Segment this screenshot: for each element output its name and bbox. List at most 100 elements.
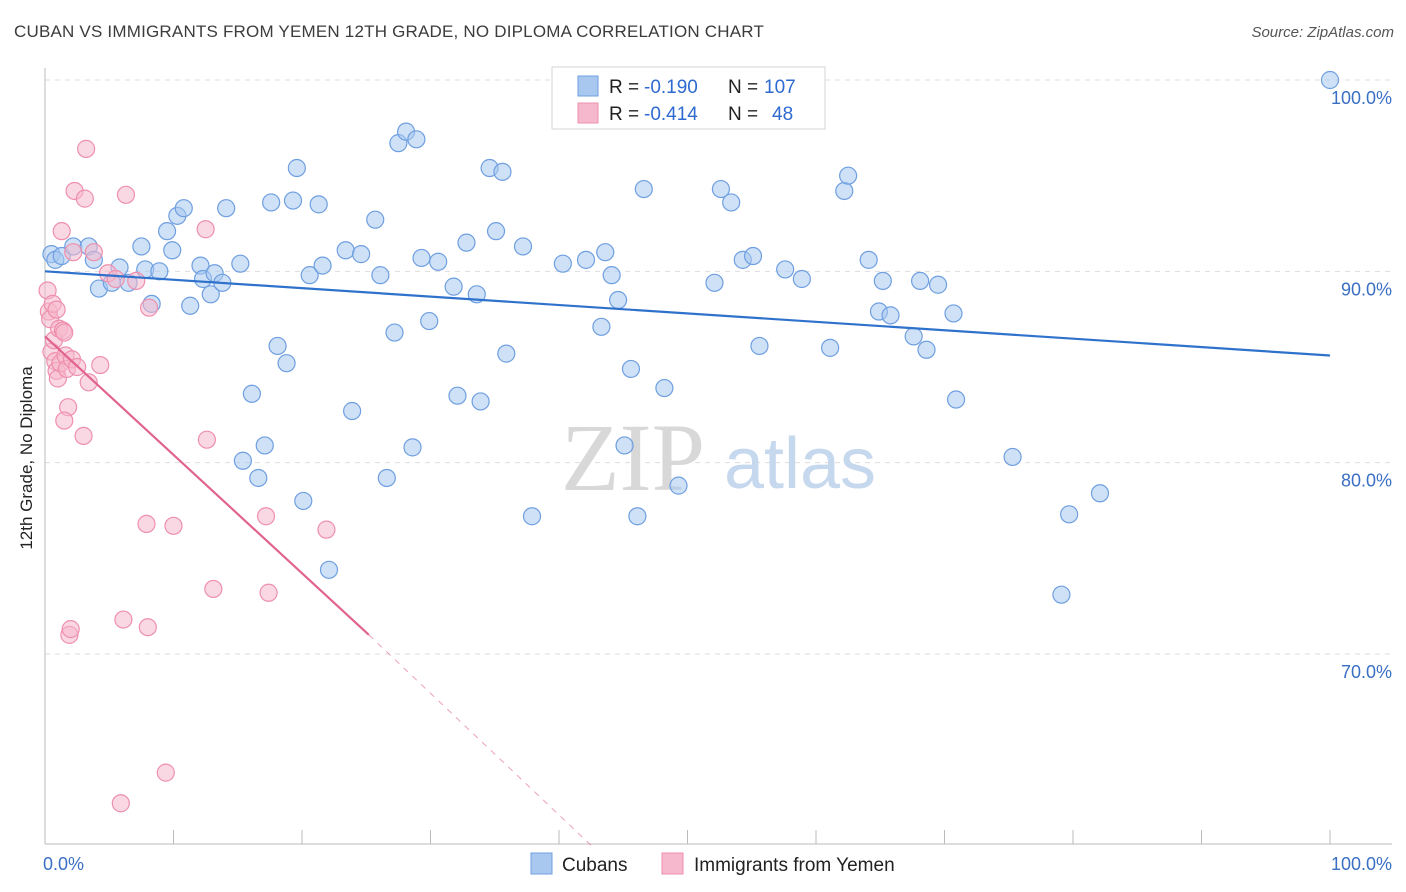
- yemen-point: [256, 507, 276, 526]
- cuban-point: [711, 179, 731, 199]
- grid-layer: [45, 79, 1392, 655]
- yemen-point: [106, 269, 125, 289]
- cuban-point: [371, 266, 390, 285]
- yemen-point: [84, 243, 103, 262]
- yemen-point: [137, 514, 156, 533]
- cuban-point: [609, 290, 628, 310]
- yemen-trend-line: [44, 335, 370, 636]
- cuban-point: [287, 158, 306, 178]
- cuban-trend-line: [44, 270, 1331, 357]
- yemen-point: [197, 430, 217, 449]
- cuban-point: [513, 237, 533, 256]
- cuban-point: [493, 162, 512, 181]
- bottom-legend-swatch-yemen: [661, 852, 684, 875]
- cuban-point: [403, 438, 422, 457]
- yemen-point: [74, 426, 93, 445]
- legend-n-label-2: N =: [728, 104, 758, 125]
- cuban-point: [217, 199, 236, 218]
- yemen-point: [259, 583, 278, 602]
- cuban-point: [181, 296, 200, 315]
- bottom-legend-yemen: Immigrants from Yemen: [694, 855, 895, 876]
- cuban-point: [448, 386, 467, 405]
- cuban-point: [377, 468, 396, 488]
- source-label: Source: ZipAtlas.com: [1251, 24, 1394, 41]
- cuban-point: [313, 256, 332, 275]
- cuban-point: [669, 476, 688, 495]
- legend-n-label-1: N =: [728, 77, 758, 98]
- cuban-point: [873, 271, 892, 290]
- cuban-point: [429, 252, 448, 271]
- y-tick-label: 70.0%: [1341, 662, 1392, 682]
- yemen-point: [47, 300, 66, 319]
- cuban-point: [602, 266, 621, 285]
- y-axis-label: 12th Grade, No Diploma: [17, 366, 36, 550]
- points-layer: [38, 70, 1340, 813]
- cuban-point: [522, 507, 542, 526]
- cuban-point: [352, 245, 371, 264]
- chart-title: CUBAN VS IMMIGRANTS FROM YEMEN 12TH GRAD…: [14, 22, 765, 41]
- cuban-point: [309, 195, 328, 214]
- yemen-point: [127, 271, 146, 290]
- yemen-point: [64, 243, 83, 262]
- cuban-point: [917, 340, 936, 359]
- cuban-point: [634, 179, 653, 199]
- cuban-point: [705, 273, 724, 292]
- yemen-point: [114, 610, 133, 629]
- cuban-point: [497, 344, 516, 363]
- cuban-point: [1052, 585, 1071, 604]
- yemen-point: [75, 189, 94, 208]
- cuban-point: [553, 254, 572, 273]
- cuban-point: [231, 254, 250, 273]
- cuban-point: [407, 130, 426, 149]
- yemen-point: [204, 579, 223, 599]
- yemen-point: [55, 411, 74, 430]
- cuban-point: [157, 222, 177, 241]
- cuban-point: [835, 181, 854, 201]
- cuban-point: [946, 390, 966, 409]
- legend-n-value-1: 107: [764, 77, 796, 98]
- legend-swatch-cubans: [577, 75, 599, 97]
- yemen-point: [116, 185, 136, 204]
- watermark-atlas: atlas: [724, 424, 876, 504]
- cuban-point: [249, 468, 268, 488]
- yemen-point: [139, 298, 159, 317]
- cuban-point: [1003, 447, 1022, 467]
- yemen-trend-extension: [368, 634, 592, 846]
- yemen-point: [138, 618, 157, 637]
- cuban-point: [277, 354, 296, 373]
- cuban-point: [655, 378, 674, 398]
- cuban-point: [792, 269, 811, 289]
- cuban-point: [486, 222, 506, 241]
- legend: R = -0.190 N = 107 R = -0.414 N = 48: [551, 66, 826, 130]
- cuban-point: [444, 277, 463, 296]
- cuban-point: [242, 384, 261, 403]
- cuban-point: [596, 243, 615, 262]
- cuban-point: [576, 250, 596, 269]
- x-tick-label: 0.0%: [43, 854, 84, 874]
- cuban-point: [1090, 484, 1110, 503]
- axes-layer: 70.0% 80.0% 90.0% 100.0% 0.0% 100.0%: [43, 68, 1392, 874]
- legend-n-value-2: 48: [772, 104, 793, 125]
- cuban-point: [750, 336, 769, 356]
- cuban-point: [420, 311, 439, 331]
- cuban-point: [859, 250, 878, 269]
- legend-r-value-1: -0.190: [644, 77, 698, 98]
- cuban-point: [457, 233, 476, 252]
- cuban-point: [283, 191, 303, 210]
- cuban-point: [412, 248, 431, 268]
- cuban-point: [722, 193, 741, 212]
- cuban-point: [743, 246, 763, 266]
- legend-swatch-yemen: [577, 102, 599, 124]
- cuban-point: [150, 262, 169, 281]
- cuban-point: [201, 285, 220, 304]
- cuban-point: [471, 392, 490, 411]
- cuban-point: [904, 327, 923, 346]
- y-tick-label: 100.0%: [1331, 88, 1392, 108]
- cuban-point: [592, 317, 611, 336]
- cuban-point: [385, 323, 404, 342]
- cuban-point: [300, 266, 319, 285]
- cuban-point: [776, 260, 795, 279]
- legend-r-label-2: R =: [609, 104, 639, 125]
- bottom-legend-cubans: Cubans: [562, 855, 628, 876]
